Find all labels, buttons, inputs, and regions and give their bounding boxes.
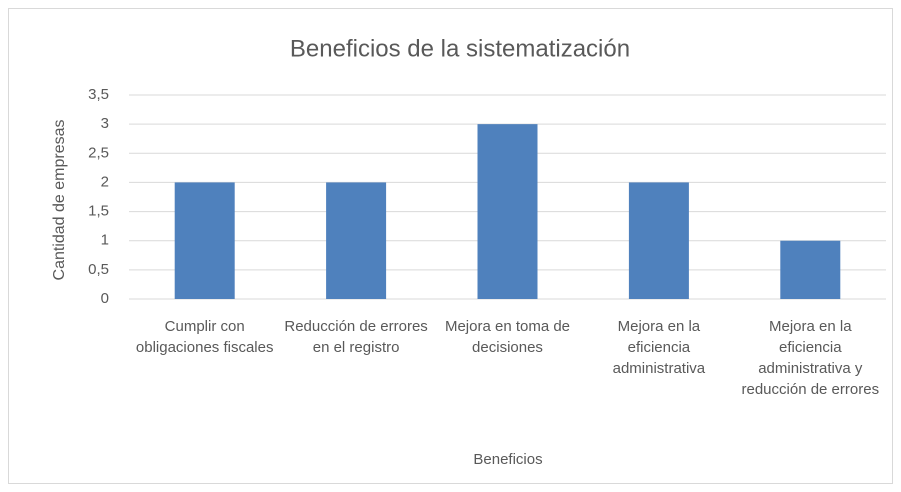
x-tick-label: Mejora en la eficiencia administrativa y… (741, 318, 880, 398)
x-tick-label: Cumplir con obligaciones fiscales (135, 318, 274, 356)
y-tick-label: 2,5 (88, 144, 109, 161)
x-tick-label: Mejora en toma de decisiones (444, 318, 571, 356)
y-tick-label: 1,5 (88, 203, 109, 220)
bar (628, 182, 689, 299)
bar (174, 182, 235, 299)
y-axis-label: Cantidad de empresas (51, 120, 68, 281)
y-tick-label: 3 (101, 115, 109, 132)
y-tick-label: 1 (101, 232, 109, 249)
bar (780, 240, 841, 299)
y-tick-label: 2 (101, 173, 109, 190)
x-tick-label: Reducción de errores en el registro (284, 318, 428, 356)
bar (326, 182, 387, 299)
y-tick-label: 3,5 (88, 86, 109, 103)
chart-border (8, 8, 893, 484)
x-axis-label: Beneficios (473, 451, 542, 468)
y-tick-label: 0,5 (88, 261, 109, 278)
y-tick-label: 0 (101, 290, 109, 307)
x-tick-label: Mejora en la eficiencia administrativa (612, 318, 706, 377)
bar (477, 124, 538, 300)
chart-title: Beneficios de la sistematización (290, 35, 630, 62)
